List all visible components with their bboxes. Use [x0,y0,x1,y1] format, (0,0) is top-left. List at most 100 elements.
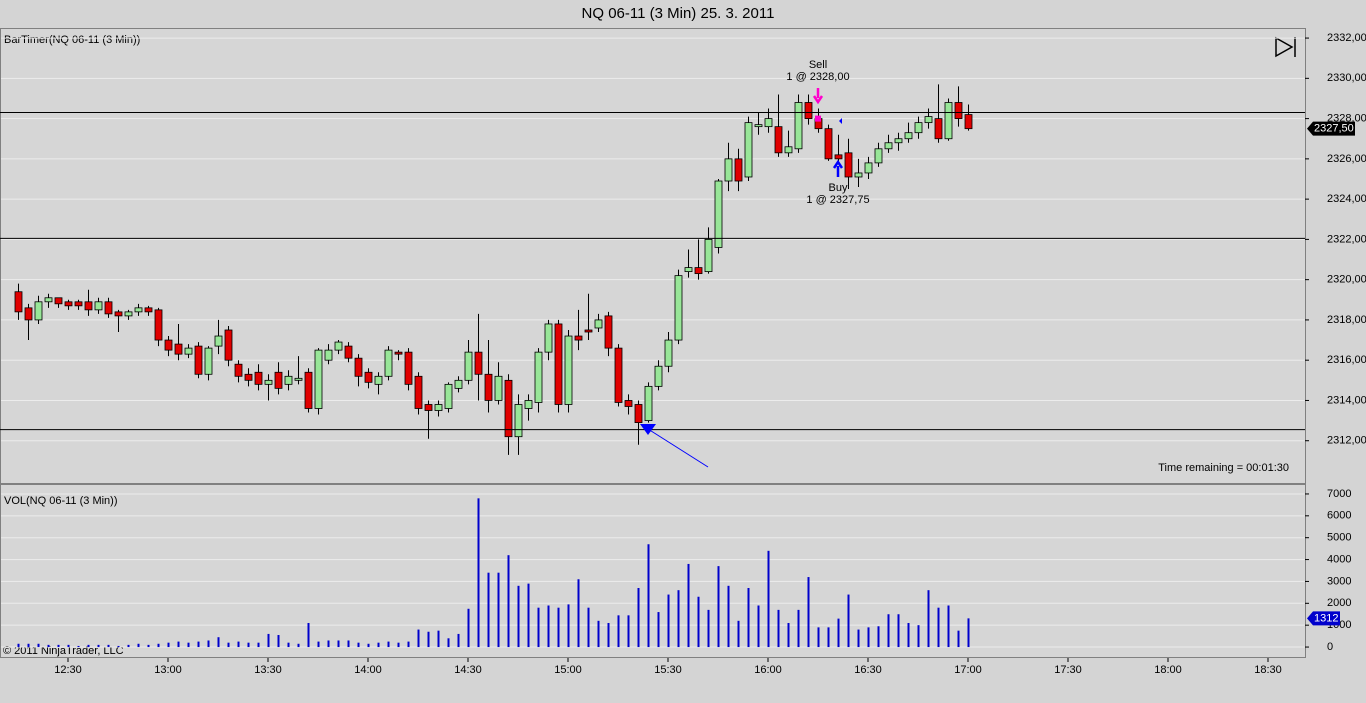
volume-bar [177,641,180,648]
candle-body [184,347,193,355]
candle-body [634,404,643,424]
play-icon[interactable] [1275,36,1296,58]
candle-body [414,375,423,409]
volume-bar [767,550,770,648]
candle-body [654,365,663,387]
volume-bar [37,643,40,648]
candle-body [154,309,163,341]
play-triangle[interactable] [1275,36,1294,58]
candle-body [674,275,683,341]
copyright: © 2011 NinjaTrader, LLC [3,645,124,657]
volume-bar [257,642,260,648]
volume-bar [227,642,230,648]
x-tick-label: 18:00 [1154,664,1182,676]
volume-panel [0,484,1306,658]
volume-bar [447,638,450,648]
candle-body [274,371,283,389]
x-tick-label: 16:00 [754,664,782,676]
volume-bar [337,640,340,648]
candle-body [294,377,303,381]
candle-body [614,347,623,403]
candle-body [474,351,483,375]
candle-body [494,375,503,401]
volume-bar [847,594,850,648]
candle-body [744,122,753,178]
y-tick-label: 2314,00 [1327,394,1366,406]
volume-bar [547,605,550,648]
volume-bar [67,644,70,648]
volume-bar [607,622,610,648]
volume-bar [747,587,750,648]
candle-body [784,146,793,154]
trade-detail: 1 @ 2327,75 [806,194,869,206]
candle-body [764,118,773,128]
candle-body [884,142,893,150]
volume-bar [117,645,120,648]
drawn-triangle [640,424,656,435]
candle-body [794,102,803,150]
volume-bar [947,605,950,648]
candle-body [564,335,573,405]
y-tick-label: 4000 [1327,553,1351,565]
candle-body [434,404,443,411]
trade-label: Sell [809,59,827,71]
volume-bar [487,572,490,648]
candle-body [204,347,213,375]
volume-bar [577,579,580,648]
volume-bar [167,642,170,648]
last-volume-box [1307,611,1340,626]
x-tick-label: 13:00 [154,664,182,676]
candle-body [594,319,603,329]
volume-bar [427,631,430,648]
volume-bar [377,642,380,648]
x-tick-label: 17:00 [954,664,982,676]
y-tick-label: 5000 [1327,532,1351,544]
volume-bar [827,627,830,648]
volume-bar [537,607,540,648]
last-price-box [1307,121,1355,136]
volume-bar [57,644,60,648]
x-tick-label: 13:30 [254,664,282,676]
candle-body [904,132,913,140]
candle-body [694,267,703,275]
candle-body [324,349,333,361]
y-tick-label: 2332,00 [1327,32,1366,44]
candle-body [354,357,363,377]
sell-marker [815,115,821,122]
candle-body [94,301,103,311]
volume-bar [507,555,510,648]
volume-bar [347,640,350,648]
volume-bar [437,630,440,648]
volume-bar [77,645,80,648]
volume-bar [627,615,630,648]
volume-bar [557,607,560,648]
candle-body [54,297,63,305]
volume-bar [147,644,150,648]
candle-body [264,379,273,385]
price-panel [0,28,1306,484]
volume-bar [247,642,250,648]
candle-body [134,307,143,313]
volume-bar [527,583,530,648]
volume-bar [737,620,740,648]
volume-bar [47,644,50,648]
candle-body [454,379,463,389]
volume-bar [217,637,220,648]
volume-bar [587,607,590,648]
candle-body [714,180,723,248]
candle-body [684,267,693,273]
candle-body [704,238,713,273]
volume-bar [207,640,210,648]
candle-body [304,371,313,409]
candle-body [34,301,43,321]
candle-body [924,116,933,124]
candle-body [534,351,543,403]
trade-detail: 1 @ 2328,00 [786,71,849,83]
candle-body [14,291,23,313]
candle-body [364,371,373,383]
candle-body [64,301,73,307]
x-tick-label: 12:30 [54,664,82,676]
volume-bar [907,622,910,648]
annotation: Time remaining = 00:01:30 [1158,462,1289,474]
candle-body [864,162,873,174]
